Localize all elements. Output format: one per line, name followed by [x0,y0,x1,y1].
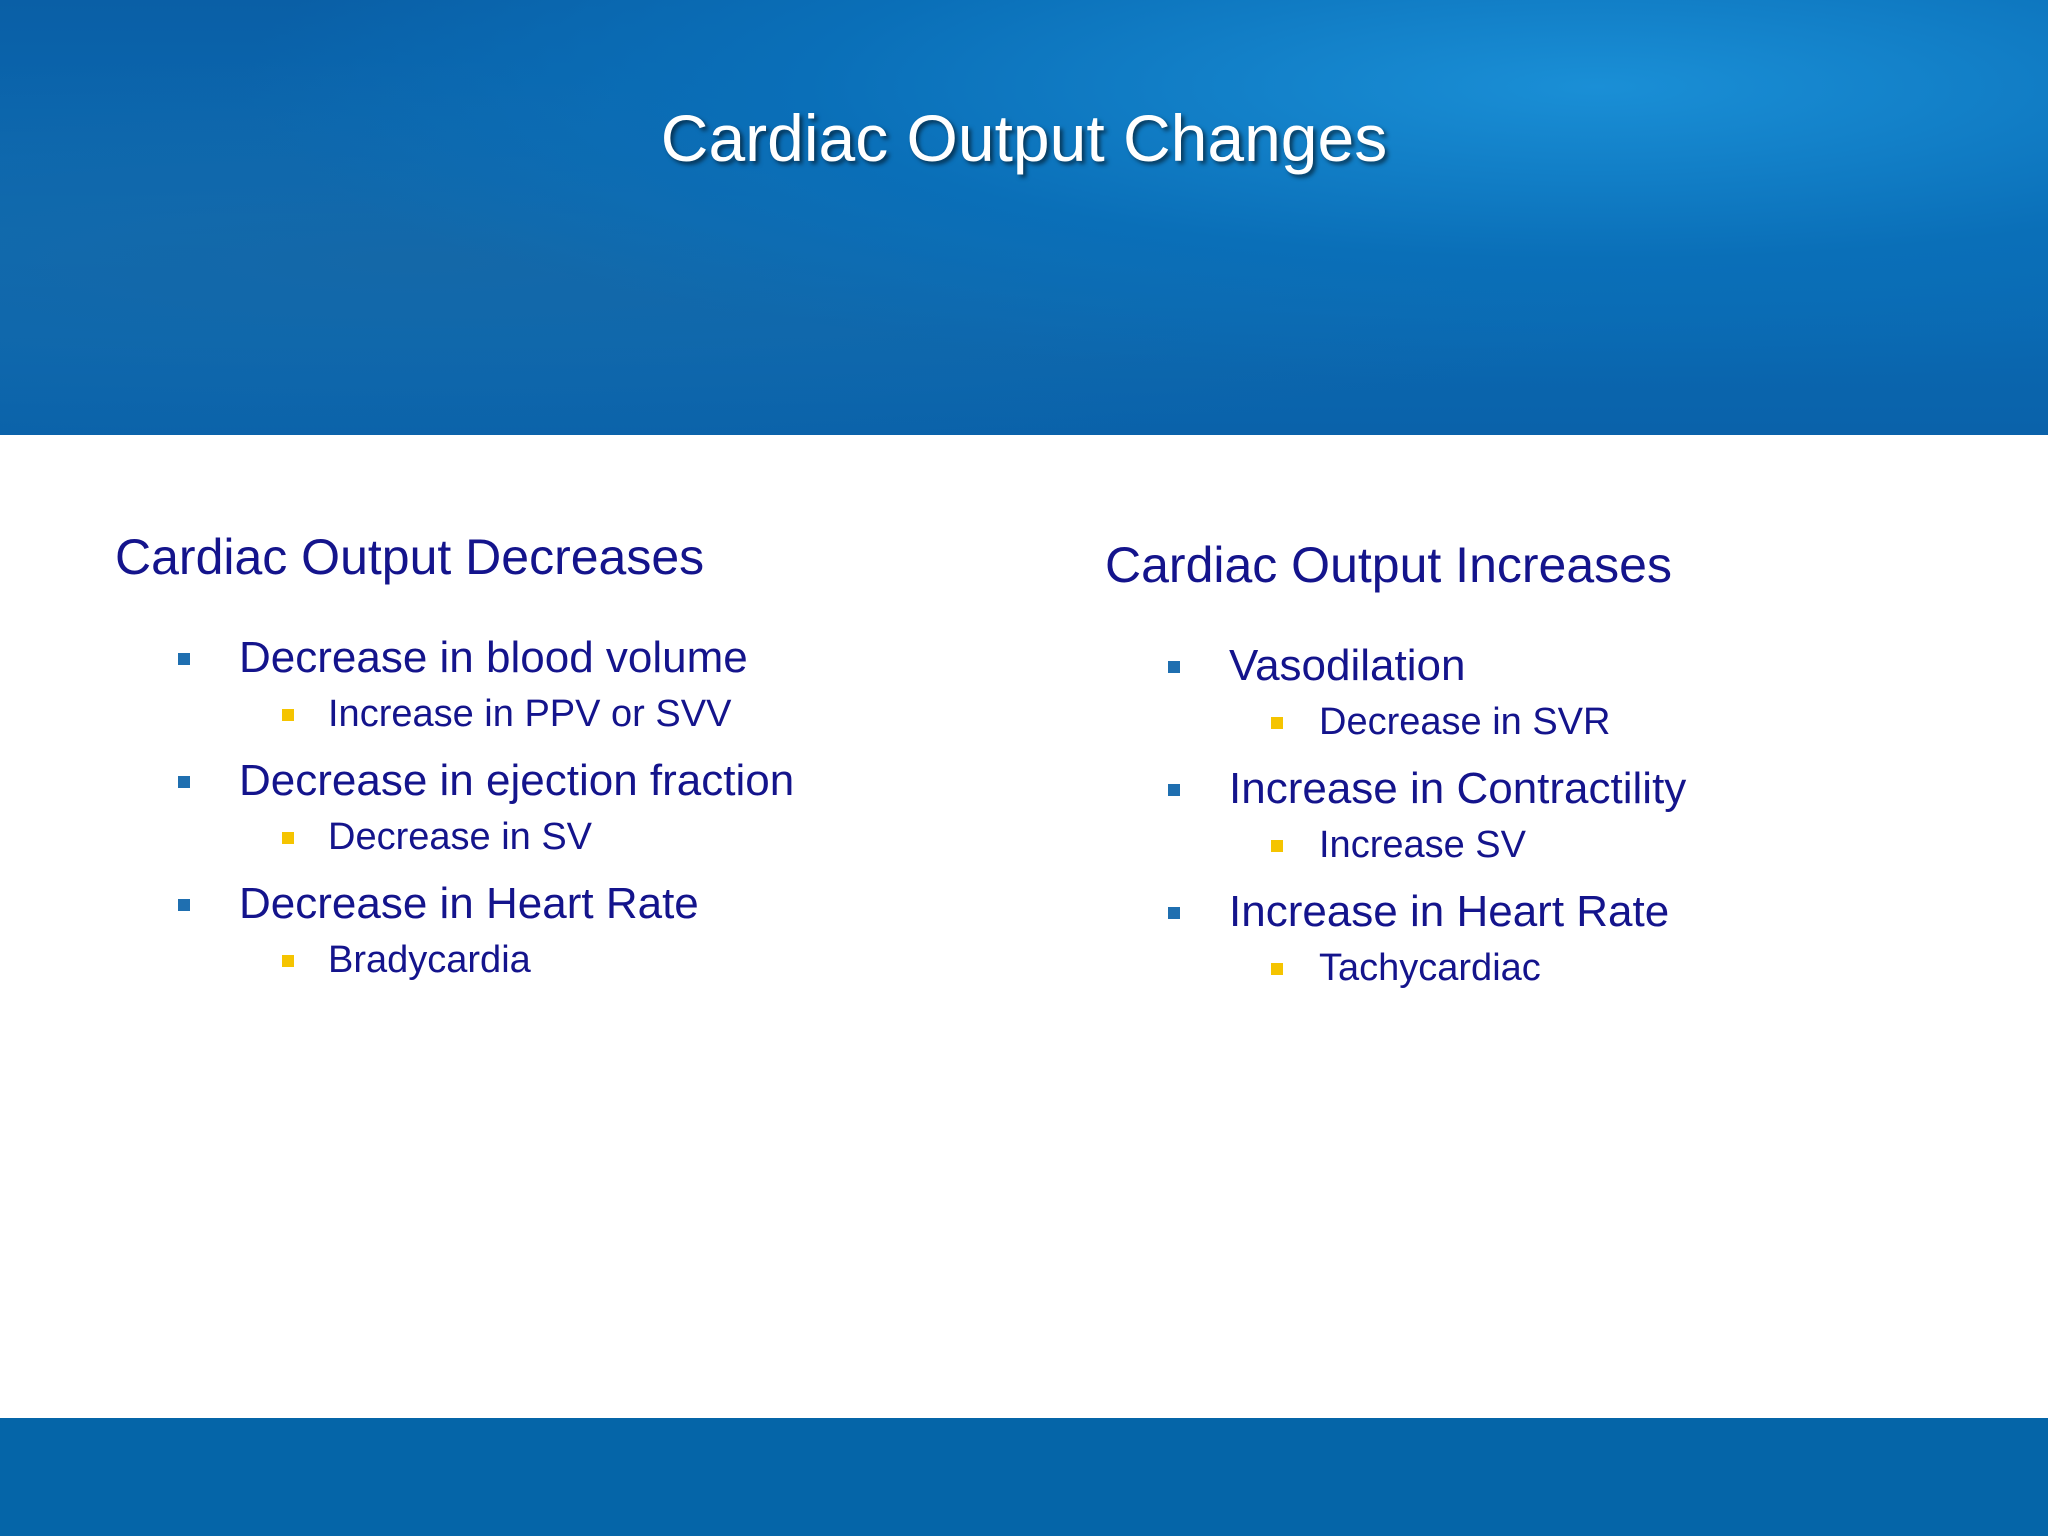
sub-bullet [1271,840,1283,852]
bullet-text: Decrease in Heart Rate [239,879,699,928]
sub-bullet [1271,963,1283,975]
bullet [1168,661,1180,673]
bullet [178,776,190,788]
bullet [1168,907,1180,919]
bullet-text: Increase in Heart Rate [1229,887,1670,936]
sub-bullet-text: Bradycardia [328,939,531,981]
sub-bullet-text: Increase in PPV or SVV [328,693,732,735]
header-band [0,0,2048,435]
bullet-text: Increase in Contractility [1229,764,1687,813]
sub-bullet-text: Decrease in SVR [1319,701,1611,743]
sub-bullet [282,832,294,844]
bullet [1168,784,1180,796]
bullet-text: Decrease in blood volume [239,633,748,682]
slide-title: Cardiac Output Changes [660,101,1388,175]
sub-bullet-text: Increase SV [1319,824,1526,866]
bullet [178,653,190,665]
sub-bullet-text: Tachycardiac [1319,947,1541,989]
sub-bullet [1271,717,1283,729]
bullet [178,899,190,911]
bullet-text: Vasodilation [1229,641,1466,690]
column-heading: Cardiac Output Decreases [115,529,705,585]
sub-bullet [282,955,294,967]
sub-bullet [282,709,294,721]
sub-bullet-text: Decrease in SV [328,816,593,858]
column-heading: Cardiac Output Increases [1105,537,1672,593]
bullet-text: Decrease in ejection fraction [239,756,795,805]
footer-band [0,1418,2048,1536]
